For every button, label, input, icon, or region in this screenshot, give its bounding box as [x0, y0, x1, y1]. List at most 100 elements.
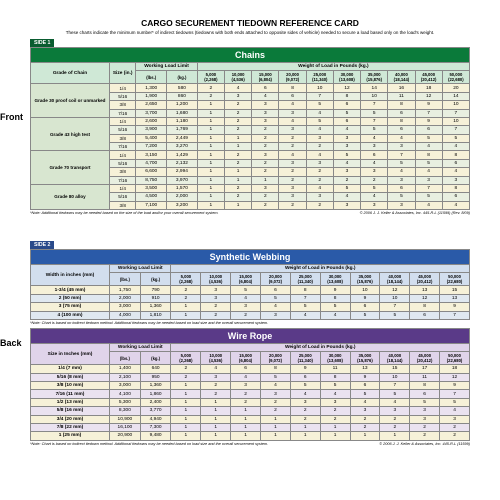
chain-wll-kg: 1,570: [167, 184, 198, 192]
row-cell: 3: [201, 286, 231, 294]
chain-wll-lb: 4,500: [136, 193, 167, 201]
chain-wll-kg: 2,994: [167, 168, 198, 176]
chain-wll-lb: 3,150: [136, 151, 167, 159]
row-label: 1 (25 mm): [31, 432, 110, 440]
chain-cell: 5: [333, 109, 360, 117]
chain-cell: 14: [442, 92, 469, 100]
chain-cell: 14: [361, 84, 388, 92]
row-cell: 11: [320, 365, 350, 373]
chain-wll-lb: 1,900: [136, 92, 167, 100]
chain-cell: 4: [442, 143, 469, 151]
chain-cell: 1: [197, 143, 224, 151]
chain-cell: 6: [388, 109, 415, 117]
chain-wll-lb: 2,600: [136, 117, 167, 125]
row-cell: 4: [380, 398, 410, 406]
row-cell: 1: [171, 303, 201, 311]
row-cell: 5: [350, 390, 380, 398]
chain-cell: 1: [225, 201, 252, 209]
row-cell: 9: [290, 365, 320, 373]
chain-cell: 2: [252, 143, 279, 151]
chain-cell: 2: [252, 193, 279, 201]
row-cell: 2: [320, 415, 350, 423]
chain-wll-kg: 860: [167, 92, 198, 100]
row-cell: 2: [290, 407, 320, 415]
row-cell: 5: [380, 390, 410, 398]
chain-cell: 10: [442, 101, 469, 109]
row-label: 5/8 (16 mm): [31, 407, 110, 415]
chain-cell: 16: [388, 84, 415, 92]
chain-cell: 20: [442, 84, 469, 92]
row-cell: 1: [231, 415, 261, 423]
chain-cell: 5: [388, 159, 415, 167]
chain-cell: 3: [252, 109, 279, 117]
chain-cell: 3: [388, 176, 415, 184]
chain-grade-label: Grade 70 transport: [31, 151, 110, 185]
chain-cell: 5: [306, 101, 333, 109]
row-wll-kg: 1,810: [140, 311, 171, 319]
chain-cell: 3: [333, 143, 360, 151]
row-cell: 5: [350, 311, 380, 319]
row-wll-lb: 2,100: [110, 373, 141, 381]
wire-col1: Size in Inches (mm): [31, 343, 110, 364]
row-cell: 7: [440, 390, 470, 398]
chain-cell: 8: [415, 151, 442, 159]
chain-cell: 2: [225, 159, 252, 167]
row-cell: 7: [380, 382, 410, 390]
chain-cell: 9: [415, 101, 442, 109]
chain-wll-kg: 580: [167, 84, 198, 92]
chain-size: 1/4: [110, 117, 136, 125]
chain-wll-lb: 7,200: [136, 143, 167, 151]
row-cell: 1: [290, 423, 320, 431]
doc-title: CARGO SECUREMENT TIEDOWN REFERENCE CARD: [30, 18, 470, 28]
row-cell: 4: [320, 390, 350, 398]
row-cell: 2: [350, 415, 380, 423]
chain-size: 3/8: [110, 201, 136, 209]
chain-cell: 2: [252, 168, 279, 176]
side1-tag: SIDE 1: [30, 39, 54, 47]
chain-cell: 10: [306, 84, 333, 92]
row-wll-kg: 1,360: [140, 382, 171, 390]
chain-cell: 3: [252, 101, 279, 109]
row-wll-lb: 3,000: [110, 382, 141, 390]
chain-cell: 1: [225, 134, 252, 142]
chains-title: Chains: [31, 48, 470, 63]
chain-cell: 3: [306, 159, 333, 167]
row-cell: 4: [231, 294, 261, 302]
row-cell: 1: [231, 407, 261, 415]
row-cell: 5: [260, 373, 290, 381]
wire-weight-header: Weight of Load in Pounds (kg.): [171, 343, 470, 351]
chain-cell: 3: [361, 143, 388, 151]
row-cell: 2: [231, 398, 261, 406]
row-cell: 1: [320, 432, 350, 440]
chain-cell: 7: [415, 184, 442, 192]
chain-cell: 2: [225, 117, 252, 125]
chain-cell: 4: [361, 159, 388, 167]
chain-cell: 2: [225, 109, 252, 117]
chain-cell: 12: [333, 84, 360, 92]
chain-cell: 4: [415, 201, 442, 209]
row-cell: 2: [440, 423, 470, 431]
row-label: 1/4 (7 mm): [31, 365, 110, 373]
row-cell: 8: [260, 365, 290, 373]
row-wll-kg: 910: [140, 294, 171, 302]
row-wll-lb: 8,300: [110, 407, 141, 415]
chains-copyright: © 2006 J. J. Keller & Associates, Inc. 4…: [360, 211, 470, 215]
row-cell: 6: [410, 311, 440, 319]
row-cell: 1: [380, 432, 410, 440]
row-cell: 18: [440, 365, 470, 373]
row-cell: 6: [350, 382, 380, 390]
chain-size: 7/16: [110, 176, 136, 184]
row-label: 5/16 (8 mm): [31, 373, 110, 381]
row-cell: 2: [260, 407, 290, 415]
row-wll-kg: 790: [140, 286, 171, 294]
wire-copyright: © 2006 J. J. Keller & Associates, Inc. 4…: [379, 442, 470, 446]
chain-cell: 3: [333, 134, 360, 142]
chain-cell: 7: [415, 109, 442, 117]
back-side-label: Back: [0, 338, 22, 348]
chain-cell: 2: [225, 193, 252, 201]
chain-cell: 3: [306, 193, 333, 201]
chain-cell: 1: [197, 184, 224, 192]
chain-wll-lb: 3,700: [136, 109, 167, 117]
row-cell: 8: [410, 303, 440, 311]
chain-cell: 6: [333, 101, 360, 109]
